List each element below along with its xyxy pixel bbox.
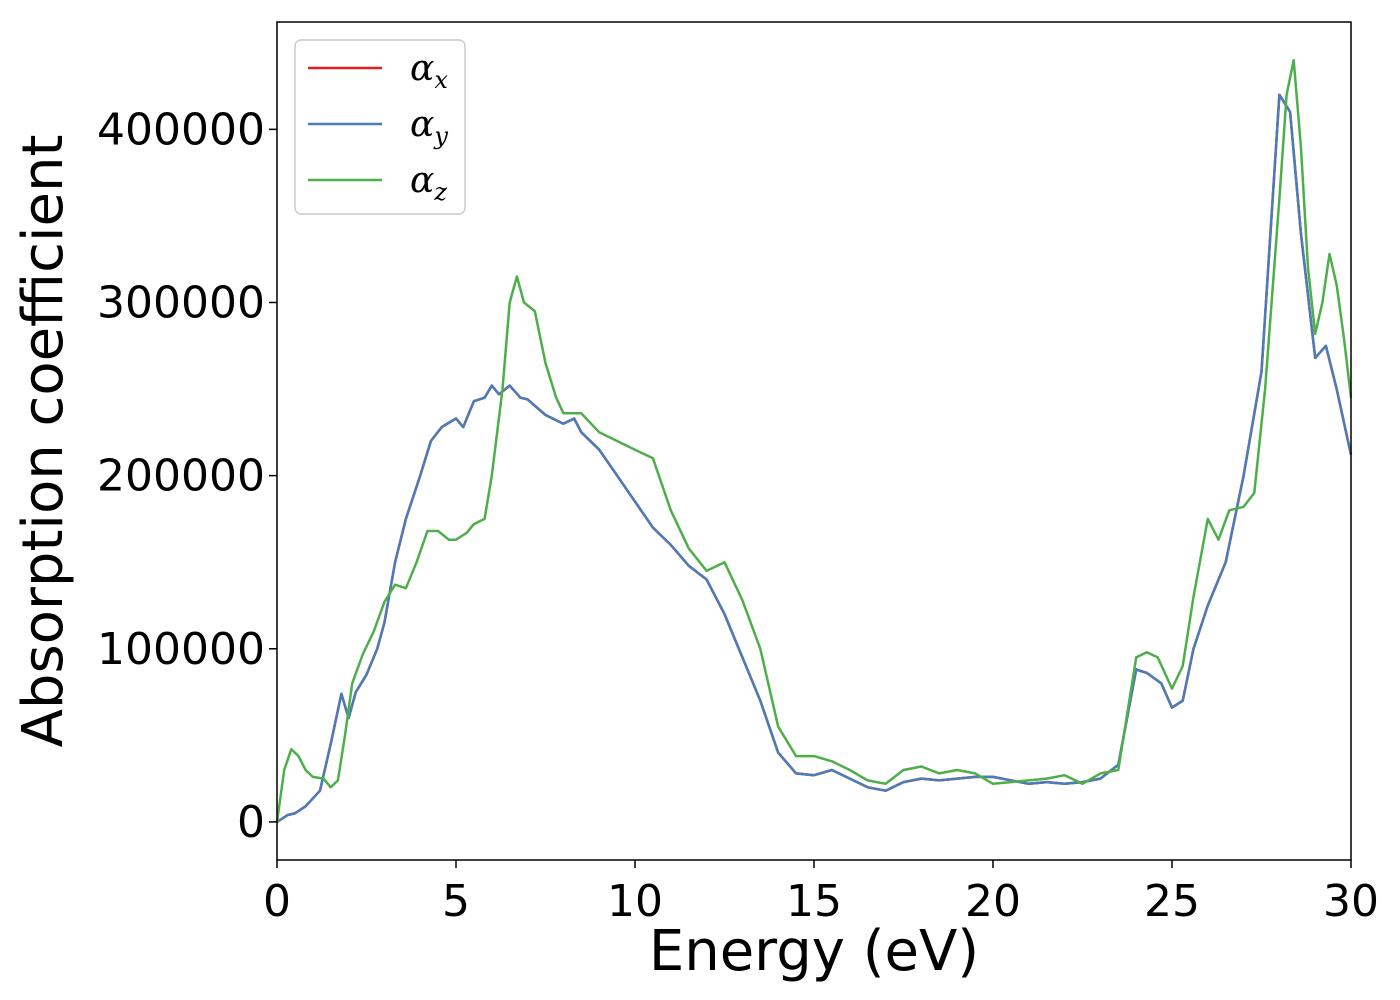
- y-tick-label: 300000: [97, 277, 265, 328]
- x-tick-label: 15: [786, 876, 842, 927]
- legend-label-x: αx: [410, 48, 448, 94]
- series-line-z: [275, 58, 1353, 823]
- y-tick-label: 100000: [97, 624, 265, 675]
- legend-label-y: αy: [410, 104, 448, 150]
- series-line-y: [276, 93, 1353, 823]
- x-tick-label: 10: [607, 876, 663, 927]
- ticks-layer: 0 5 10 15 20 25 30 0 100000 200000 300000 400000: [97, 104, 1379, 927]
- x-tick-label: 25: [1144, 876, 1200, 927]
- legend-box: [294, 39, 466, 215]
- x-axis-title: Energy (eV): [649, 919, 979, 984]
- x-tick-label: 30: [1323, 876, 1379, 927]
- y-tick-label: 400000: [97, 104, 265, 155]
- x-tick-label: 0: [263, 876, 291, 927]
- series-layer: [275, 58, 1353, 823]
- x-tick-label: 20: [965, 876, 1021, 927]
- y-tick-label: 0: [237, 797, 265, 848]
- x-tick-label: 5: [442, 876, 470, 927]
- legend-label-z: αz: [410, 160, 447, 206]
- legend: αx αy αz: [294, 39, 466, 215]
- y-tick-label: 200000: [97, 451, 265, 502]
- y-axis-title: Absorption coefficient: [11, 135, 76, 748]
